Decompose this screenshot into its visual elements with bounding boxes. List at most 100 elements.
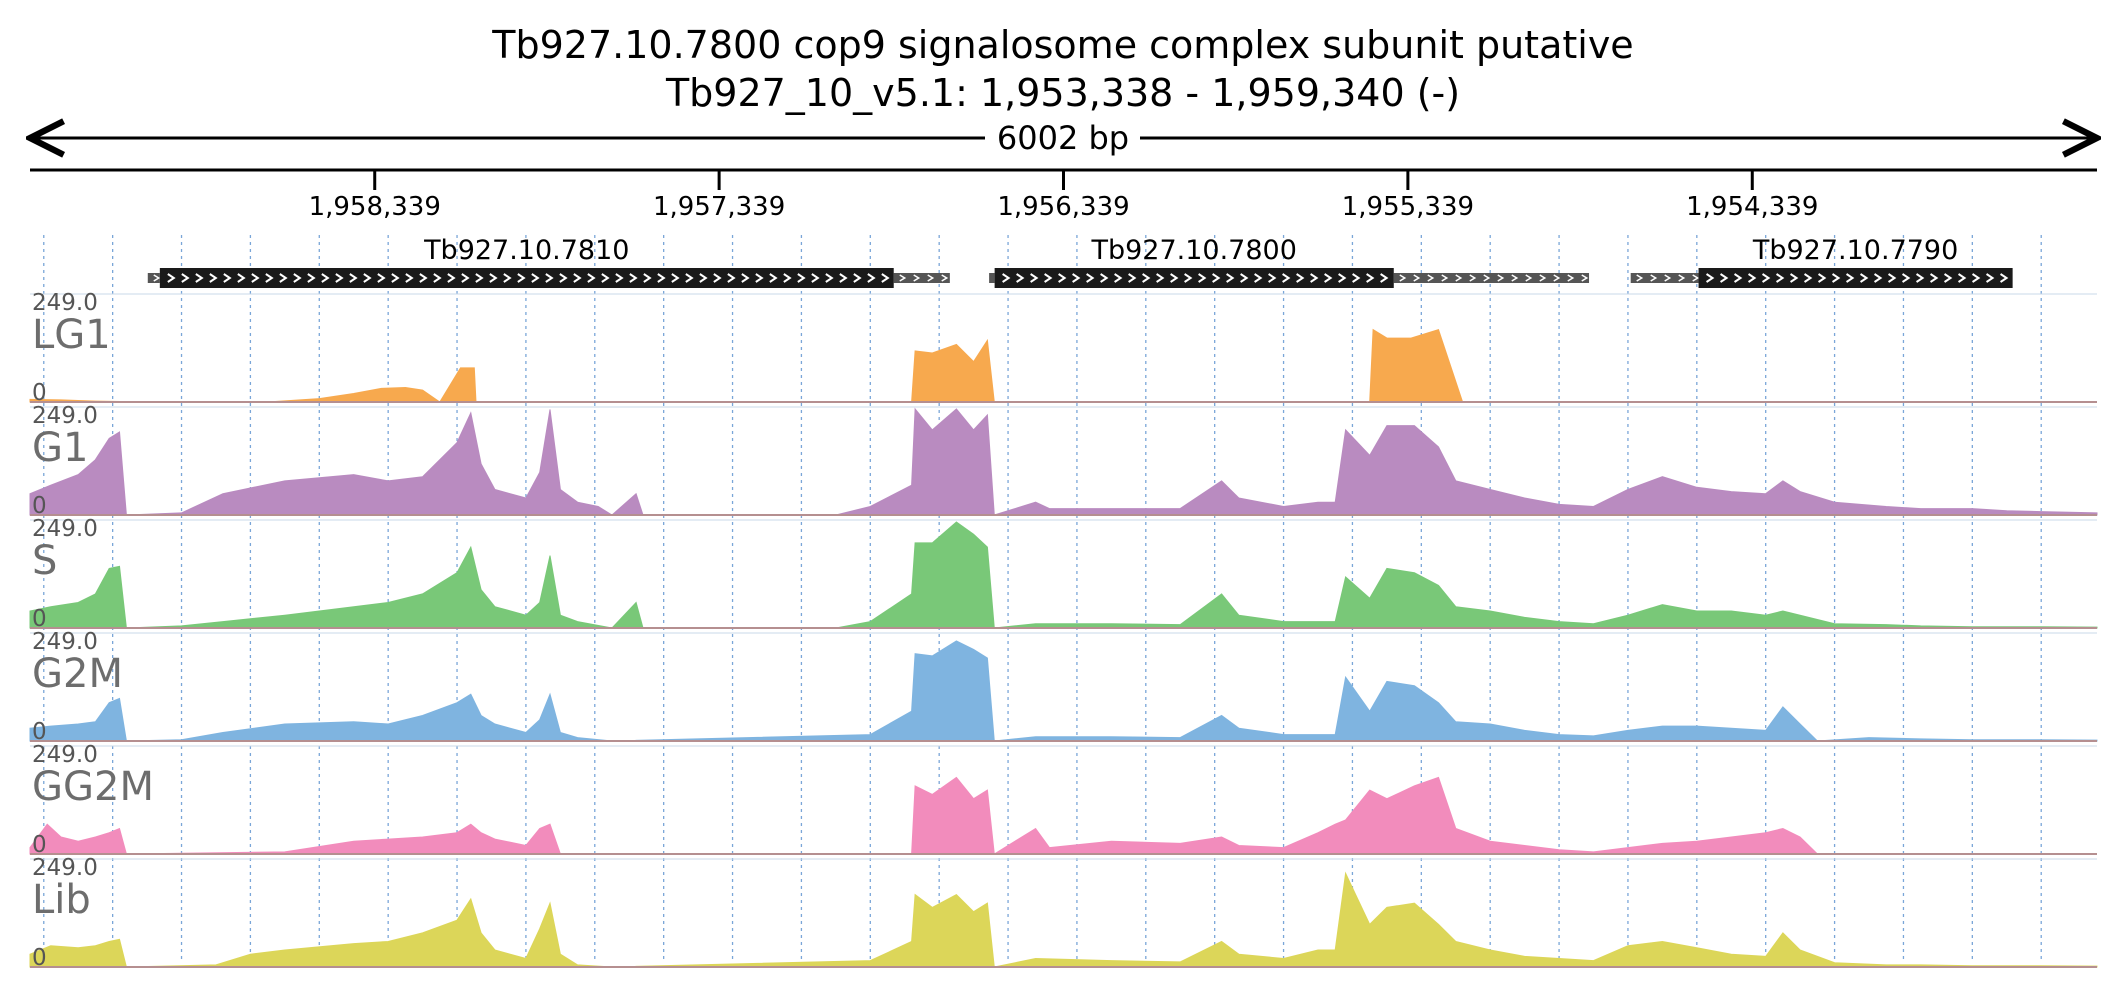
strand-chevron [899, 274, 907, 282]
strand-chevron [447, 273, 456, 283]
strand-chevron [1817, 273, 1827, 283]
strand-chevron [1380, 273, 1389, 283]
strand-chevron [853, 273, 862, 283]
strand-chevron [1002, 273, 1011, 283]
strand-chevron [755, 273, 764, 283]
track-min-label: 0 [32, 493, 47, 519]
strand-chevron [461, 273, 470, 283]
tick-label: 1,954,339 [1686, 192, 1818, 222]
strand-chevron [1985, 273, 1995, 283]
strand-chevron [1310, 273, 1319, 283]
gene-cds [994, 268, 1394, 288]
strand-chevron [279, 273, 288, 283]
strand-chevron [1943, 273, 1953, 283]
strand-chevron [1156, 273, 1165, 283]
track-max-label: 249.0 [32, 516, 98, 542]
strand-chevron [1413, 274, 1421, 282]
coverage-area-gg2m [29, 776, 2097, 855]
track-name-label: GG2M [32, 764, 154, 810]
strand-chevron [573, 273, 582, 283]
tick-label: 1,958,339 [309, 192, 441, 222]
strand-chevron [629, 273, 638, 283]
strand-chevron [797, 273, 806, 283]
strand-chevron [783, 273, 792, 283]
strand-chevron [1072, 273, 1081, 283]
strand-chevron [1497, 274, 1505, 282]
strand-chevron [685, 273, 694, 283]
strand-chevron [1525, 274, 1533, 282]
strand-chevron [839, 273, 848, 283]
coverage-area-lib [29, 871, 2098, 968]
gene-cds [159, 268, 894, 288]
strand-chevron [1567, 274, 1575, 282]
strand-chevron [1539, 274, 1547, 282]
strand-chevron [1128, 273, 1137, 283]
gene-utr [147, 273, 160, 283]
gene-utr [893, 273, 950, 283]
track-max-label: 249.0 [32, 742, 98, 768]
gene-utr [989, 273, 995, 283]
strand-chevron [769, 273, 778, 283]
gene-Tb927-10-7800[interactable]: Tb927.10.7800 [989, 235, 1590, 288]
strand-chevron [1044, 273, 1053, 283]
strand-chevron [1511, 274, 1519, 282]
strand-chevron [1733, 273, 1743, 283]
tick-label: 1,956,339 [997, 192, 1129, 222]
strand-chevron [1324, 273, 1333, 283]
span-indicator: 6002 bp [30, 119, 2097, 157]
coverage-area-s [29, 521, 2098, 629]
track-max-label: 249.0 [32, 403, 98, 429]
strand-chevron [1086, 273, 1095, 283]
strand-chevron [223, 273, 232, 283]
strand-chevron [265, 273, 274, 283]
gene-label: Tb927.10.7800 [1090, 235, 1296, 266]
strand-chevron [503, 273, 512, 283]
strand-chevron [153, 274, 161, 282]
strand-chevron [1016, 273, 1025, 283]
strand-chevron [545, 273, 554, 283]
gene-utr [1393, 273, 1590, 283]
strand-chevron [1887, 273, 1897, 283]
strand-chevron [321, 273, 330, 283]
track-s: 249.0S 0 [29, 516, 2098, 632]
gene-Tb927-10-7790[interactable]: Tb927.10.7790 [1630, 235, 2013, 288]
track-min-label: 0 [32, 832, 47, 858]
strand-chevron [1650, 274, 1658, 282]
track-name-label: S [32, 538, 57, 584]
strand-chevron [741, 273, 750, 283]
strand-chevron [881, 273, 890, 283]
tick-label: 1,955,339 [1342, 192, 1474, 222]
strand-chevron [671, 273, 680, 283]
strand-chevron [643, 273, 652, 283]
strand-chevron [1831, 273, 1841, 283]
strand-chevron [1399, 274, 1407, 282]
gene-cds [1698, 268, 2013, 288]
gene-annotation-track: Tb927.10.7810 Tb927.10.7800 Tb927.10.7790 [147, 235, 2013, 288]
strand-chevron [181, 273, 190, 283]
strand-chevron [811, 273, 820, 283]
strand-chevron [615, 273, 624, 283]
strand-chevron [713, 273, 722, 283]
strand-chevron [405, 273, 414, 283]
coverage-area-g2m [29, 640, 2098, 742]
track-max-label: 249.0 [32, 290, 98, 316]
track-name-label: G1 [32, 425, 88, 471]
strand-chevron [377, 273, 386, 283]
strand-chevron [1058, 273, 1067, 283]
strand-chevron [867, 273, 876, 283]
coverage-area-g1 [29, 407, 2098, 516]
strand-chevron [1705, 273, 1715, 283]
track-g1: 249.0G1 0 [29, 403, 2098, 519]
strand-chevron [1254, 273, 1263, 283]
strand-chevron [293, 273, 302, 283]
track-min-label: 0 [32, 945, 47, 971]
gene-label: Tb927.10.7810 [423, 235, 629, 266]
strand-chevron [559, 273, 568, 283]
strand-chevron [1184, 273, 1193, 283]
strand-chevron [489, 273, 498, 283]
strand-chevron [587, 273, 596, 283]
gene-Tb927-10-7810[interactable]: Tb927.10.7810 [147, 235, 950, 288]
gene-label: Tb927.10.7790 [1752, 235, 1958, 266]
